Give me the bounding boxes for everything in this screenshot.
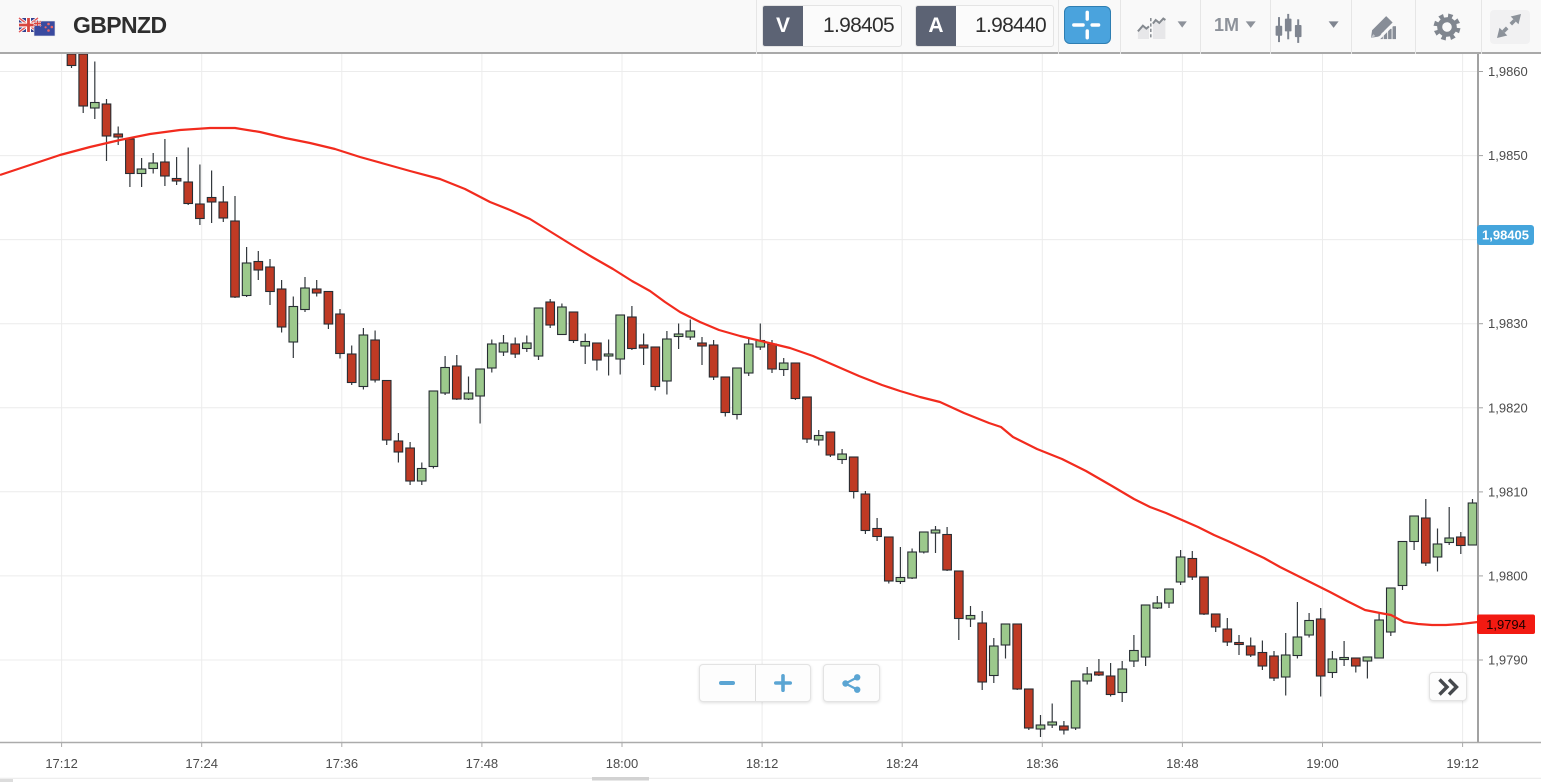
svg-text:1,9790: 1,9790: [1488, 653, 1528, 668]
svg-text:1,9860: 1,9860: [1488, 64, 1528, 79]
svg-text:1,9850: 1,9850: [1488, 148, 1528, 163]
svg-text:17:36: 17:36: [326, 756, 359, 771]
svg-text:18:12: 18:12: [746, 756, 779, 771]
svg-text:17:48: 17:48: [466, 756, 499, 771]
svg-text:17:12: 17:12: [45, 756, 78, 771]
svg-text:1,9830: 1,9830: [1488, 316, 1528, 331]
svg-text:18:24: 18:24: [886, 756, 919, 771]
svg-text:1,9820: 1,9820: [1488, 400, 1528, 415]
svg-text:19:00: 19:00: [1306, 756, 1339, 771]
svg-text:1,9810: 1,9810: [1488, 484, 1528, 499]
svg-text:1,9800: 1,9800: [1488, 568, 1528, 583]
svg-text:1,9794: 1,9794: [1486, 617, 1526, 632]
svg-text:18:36: 18:36: [1026, 756, 1059, 771]
svg-text:1,98405: 1,98405: [1482, 228, 1529, 243]
svg-text:17:24: 17:24: [185, 756, 218, 771]
svg-text:18:00: 18:00: [606, 756, 639, 771]
svg-text:18:48: 18:48: [1166, 756, 1199, 771]
svg-text:19:12: 19:12: [1446, 756, 1479, 771]
